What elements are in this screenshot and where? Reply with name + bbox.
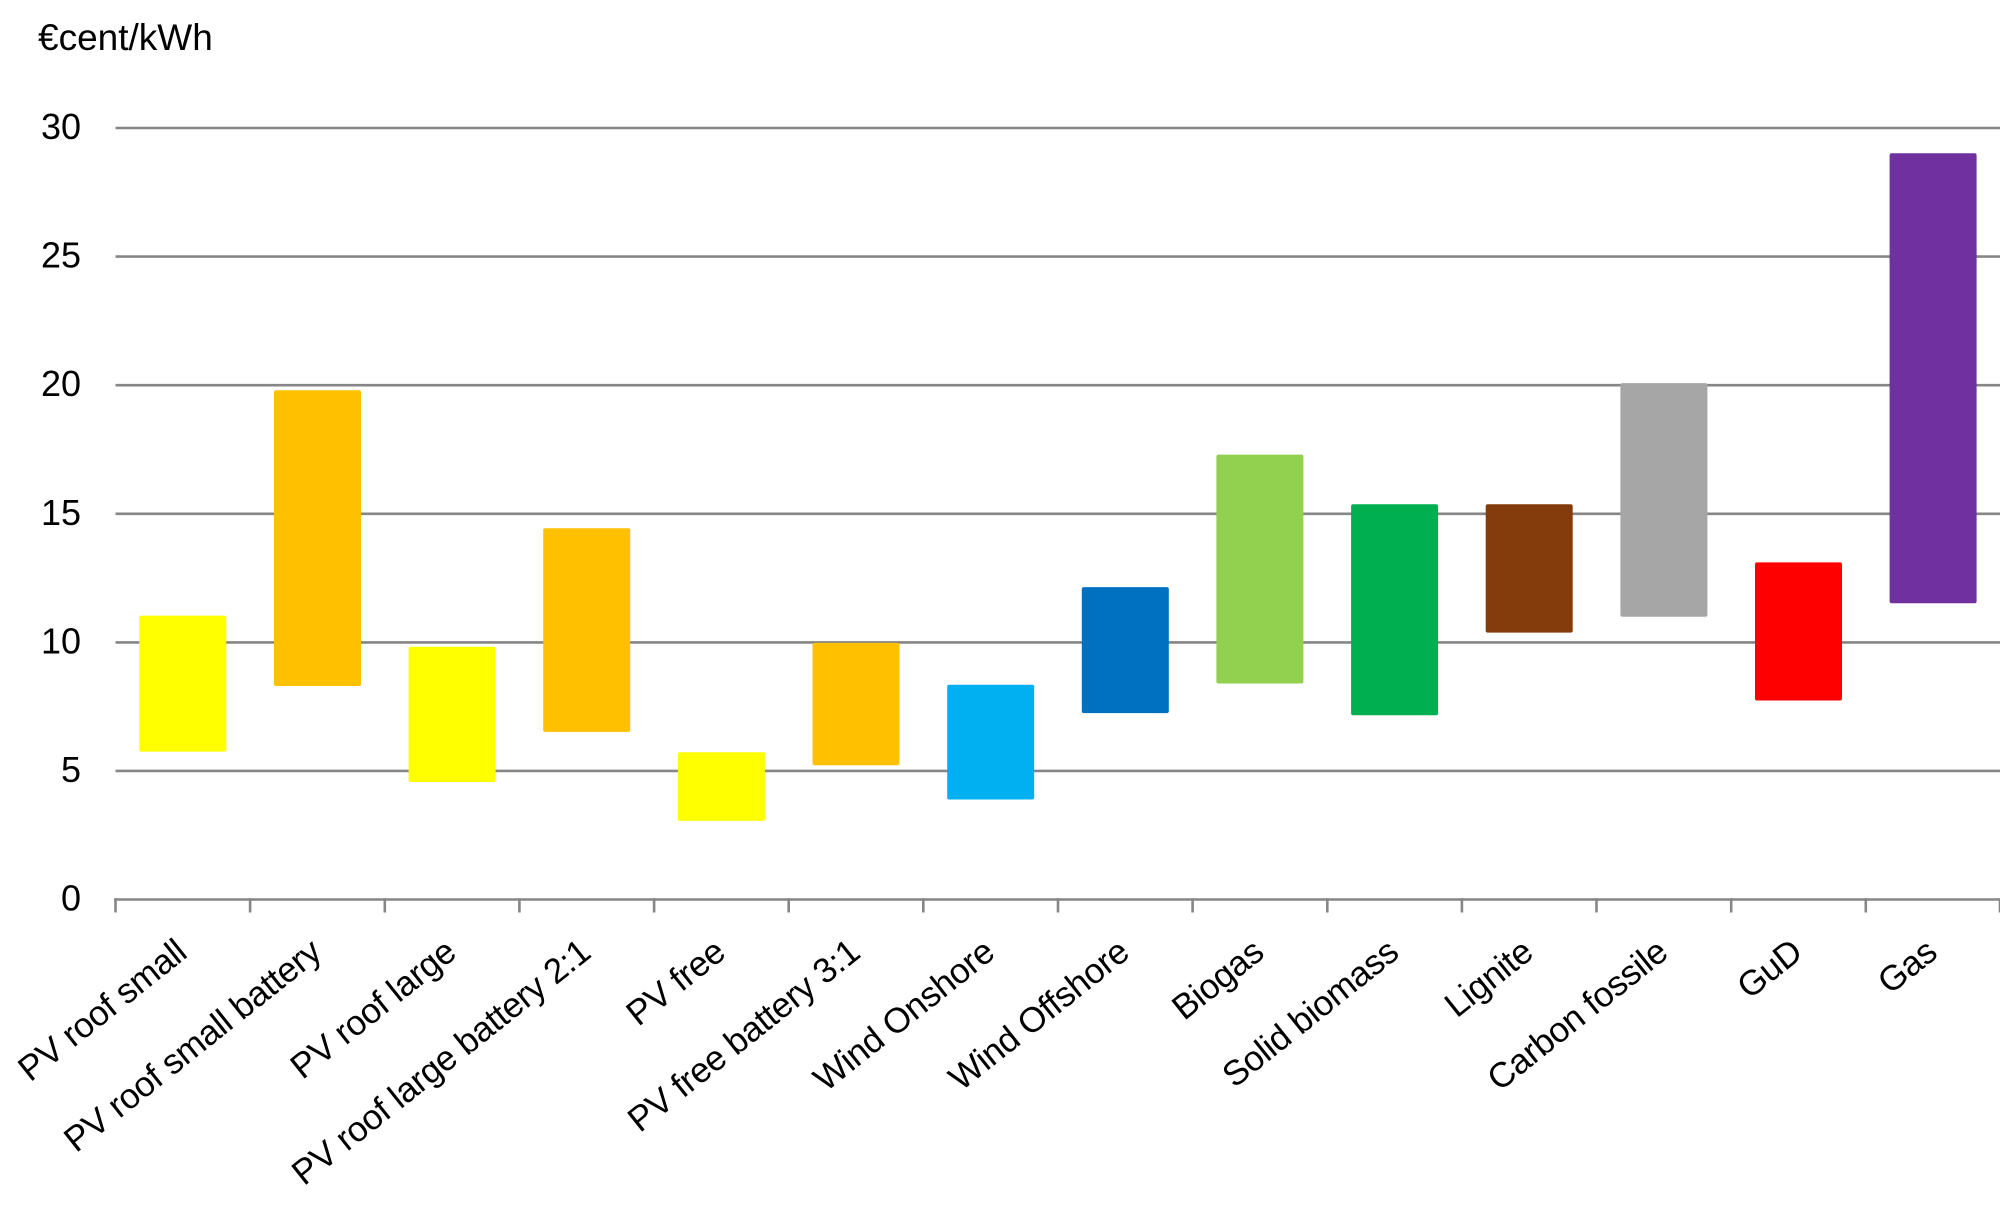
svg-text:30: 30 — [41, 106, 81, 147]
svg-text:10: 10 — [41, 620, 81, 661]
svg-text:25: 25 — [41, 235, 81, 276]
svg-text:20: 20 — [41, 363, 81, 404]
svg-text:5: 5 — [61, 749, 81, 790]
svg-text:0: 0 — [61, 878, 81, 919]
svg-text:15: 15 — [41, 492, 81, 533]
svg-text:€cent/kWh: €cent/kWh — [38, 17, 213, 58]
